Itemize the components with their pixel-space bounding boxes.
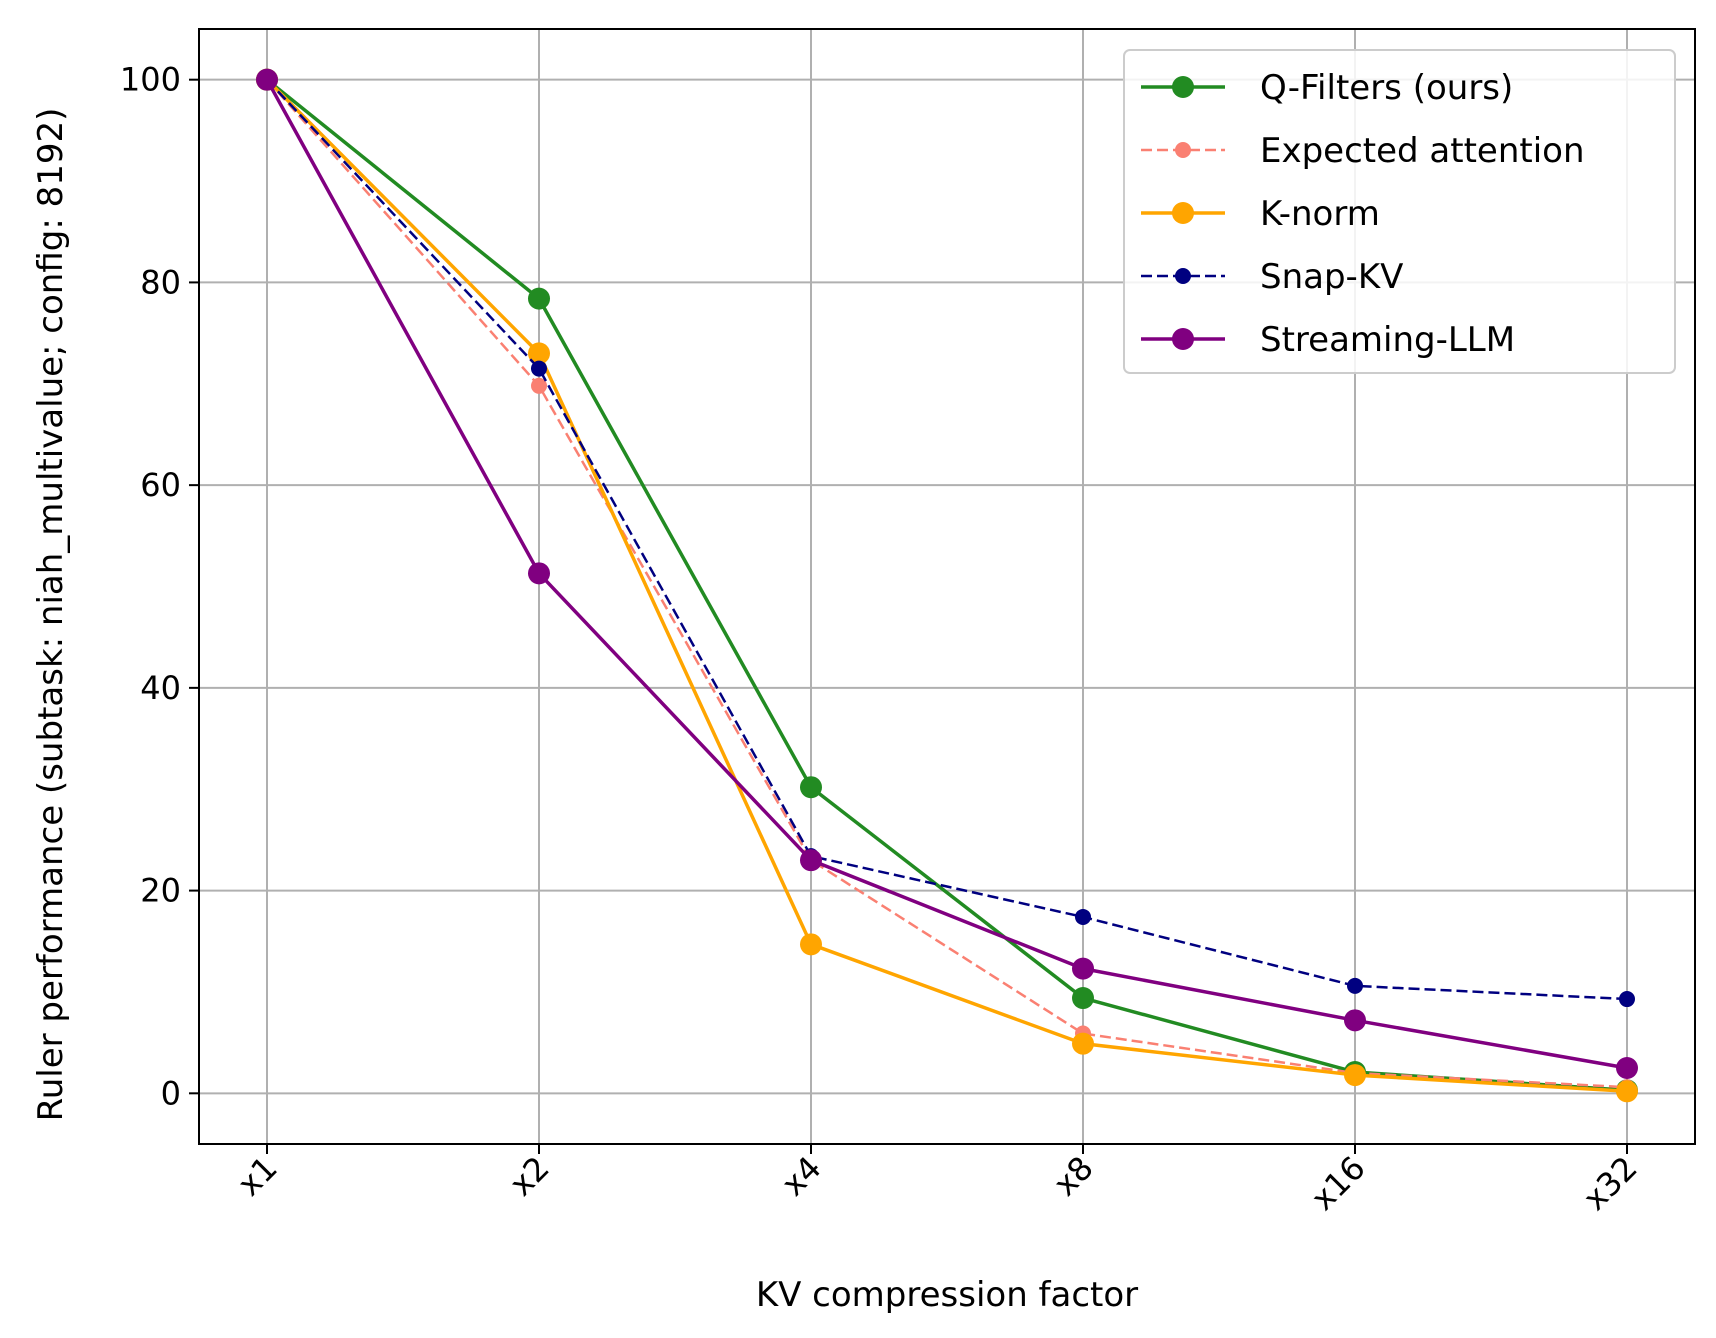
series-streaming-llm — [256, 68, 1638, 1079]
x-tick-label: x4 — [774, 1149, 829, 1204]
series-lines — [256, 68, 1638, 1103]
data-point — [528, 562, 550, 585]
legend-marker — [1175, 268, 1191, 284]
data-point — [1072, 1032, 1094, 1055]
data-point — [1616, 1080, 1638, 1103]
y-axis-label: Ruler performance (subtask: niah_multiva… — [31, 108, 71, 1122]
series-line — [266, 78, 1628, 1089]
data-point — [528, 287, 550, 310]
series-line — [266, 78, 1628, 1001]
y-tick-label: 60 — [140, 466, 181, 504]
data-point — [256, 68, 278, 91]
data-point — [1072, 957, 1094, 980]
y-tick-label: 100 — [120, 61, 181, 99]
y-tick-label: 80 — [140, 263, 181, 301]
legend-label: K-norm — [1260, 194, 1380, 234]
legend-marker — [1175, 142, 1191, 158]
legend-label: Snap-KV — [1260, 257, 1403, 297]
series-k-norm — [256, 68, 1638, 1103]
x-tick-label: x32 — [1576, 1149, 1645, 1218]
series-line — [265, 78, 1628, 1094]
legend-entry: Streaming-LLM — [1141, 320, 1515, 360]
data-point — [1619, 991, 1635, 1008]
data-point — [800, 849, 822, 872]
y-tick-label: 0 — [161, 1074, 181, 1112]
x-tick-label: x8 — [1046, 1149, 1101, 1204]
legend-marker — [1172, 328, 1194, 350]
legend-entry: Expected attention — [1141, 131, 1585, 171]
legend-entry: Q-Filters (ours) — [1141, 68, 1513, 108]
data-point — [531, 377, 547, 394]
data-point — [1616, 1056, 1638, 1079]
y-tick-label: 40 — [140, 669, 181, 707]
legend-marker — [1172, 202, 1194, 224]
data-point — [1344, 1009, 1366, 1032]
series-line — [265, 78, 1628, 1093]
legend-entry: K-norm — [1141, 194, 1380, 234]
data-point — [1075, 908, 1091, 925]
x-tick-label: x1 — [230, 1149, 285, 1204]
legend-label: Expected attention — [1260, 131, 1585, 171]
x-tick-label: x2 — [502, 1149, 557, 1204]
data-point — [528, 342, 550, 365]
legend-entry: Snap-KV — [1141, 257, 1403, 297]
data-point — [1347, 977, 1363, 994]
y-tick-label: 20 — [140, 872, 181, 910]
series-line — [265, 78, 1628, 1070]
legend-marker — [1172, 76, 1194, 98]
data-point — [800, 776, 822, 799]
legend: Q-Filters (ours) Expected attention K-norm… — [1123, 49, 1676, 374]
data-point — [1072, 987, 1094, 1010]
legend-label: Q-Filters (ours) — [1260, 68, 1513, 108]
legend-box — [1123, 49, 1676, 374]
data-point — [800, 933, 822, 956]
data-point — [1344, 1064, 1366, 1087]
x-axis-label: KV compression factor — [756, 1275, 1138, 1315]
legend-label: Streaming-LLM — [1260, 320, 1515, 360]
data-point — [531, 360, 547, 377]
x-tick-label: x16 — [1304, 1149, 1373, 1218]
plot-area-frame — [198, 28, 1696, 1145]
